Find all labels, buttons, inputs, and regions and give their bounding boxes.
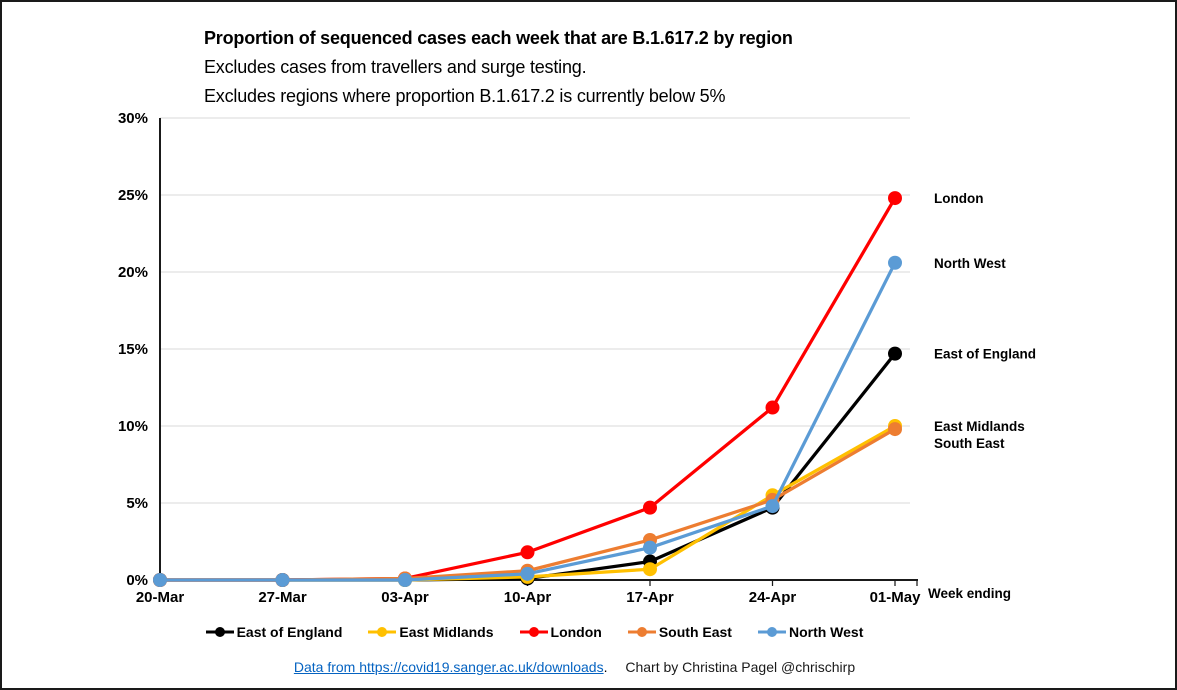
title-block: Proportion of sequenced cases each week … xyxy=(204,24,984,111)
data-point-london-01-may xyxy=(888,191,902,206)
y-tick-label-5: 5% xyxy=(126,495,148,512)
legend-item-south-east: South East xyxy=(627,624,732,640)
chart-title: Proportion of sequenced cases each week … xyxy=(204,28,793,48)
y-tick-label-30: 30% xyxy=(118,110,148,127)
chart-subtitle-1: Excludes cases from travellers and surge… xyxy=(204,57,587,77)
series-end-label-east-of-england: East of England xyxy=(934,347,1036,362)
legend-item-east-of-england: East of England xyxy=(205,624,343,640)
legend-label-london: London xyxy=(550,624,602,640)
data-point-north-west-10-apr xyxy=(520,566,535,581)
y-tick-label-15: 15% xyxy=(118,341,148,358)
legend-item-london: London xyxy=(519,624,602,640)
y-tick-label-0: 0% xyxy=(126,572,148,589)
x-tick-label-03-apr: 03-Apr xyxy=(381,589,429,606)
legend-marker-east-of-england xyxy=(205,627,234,637)
series-end-label-east-midlands: East Midlands xyxy=(934,419,1025,434)
credit-text: Chart by Christina Pagel @chrischirp xyxy=(625,659,856,675)
data-point-north-west-01-may xyxy=(888,255,902,270)
y-tick-label-20: 20% xyxy=(118,264,148,281)
legend-label-east-midlands: East Midlands xyxy=(399,624,494,640)
series-line-london xyxy=(158,196,897,582)
legend-marker-north-west xyxy=(757,627,786,637)
data-point-london-24-apr xyxy=(765,400,780,415)
legend: East of England East Midlands London South … xyxy=(152,624,917,640)
x-tick-label-20-mar: 20-Mar xyxy=(136,589,185,606)
x-tick-label-17-apr: 17-Apr xyxy=(626,589,674,606)
series-end-label-north-west: North West xyxy=(934,256,1006,271)
data-point-north-west-20-mar xyxy=(153,573,167,587)
data-point-east-midlands-17-apr xyxy=(643,562,657,577)
data-point-north-west-27-mar xyxy=(275,573,290,587)
x-tick-label-24-apr: 24-Apr xyxy=(749,589,797,606)
data-point-south-east-01-may xyxy=(888,422,902,437)
data-point-north-west-03-apr xyxy=(398,573,412,587)
data-point-north-west-17-apr xyxy=(643,540,657,555)
x-tick-label-01-may: 01-May xyxy=(870,589,922,606)
legend-marker-south-east xyxy=(627,627,656,637)
x-axis-title: Week ending xyxy=(928,586,1011,601)
chart-subtitle-2: Excludes regions where proportion B.1.61… xyxy=(204,86,726,106)
legend-label-east-of-england: East of England xyxy=(236,624,343,640)
data-point-north-west-24-apr xyxy=(765,499,780,514)
x-tick-label-10-apr: 10-Apr xyxy=(504,589,552,606)
legend-marker-london xyxy=(519,627,548,637)
legend-item-east-midlands: East Midlands xyxy=(368,624,494,640)
y-tick-label-25: 25% xyxy=(118,187,148,204)
x-tick-label-27-mar: 27-Mar xyxy=(258,589,307,606)
data-point-london-10-apr xyxy=(520,545,535,560)
footer-separator: . xyxy=(603,659,608,675)
series-end-label-south-east: South East xyxy=(934,436,1005,451)
legend-label-south-east: South East xyxy=(658,624,732,640)
legend-label-north-west: North West xyxy=(788,624,864,640)
legend-item-north-west: North West xyxy=(757,624,864,640)
series-line-north-west xyxy=(158,261,897,582)
legend-marker-east-midlands xyxy=(368,627,397,637)
series-end-label-london: London xyxy=(934,191,983,206)
data-point-east-of-england-01-may xyxy=(888,346,902,361)
data-point-london-17-apr xyxy=(643,500,657,515)
footer: Data from https://covid19.sanger.ac.uk/d… xyxy=(2,659,1147,675)
source-link[interactable]: Data from https://covid19.sanger.ac.uk/d… xyxy=(293,659,604,675)
y-tick-label-10: 10% xyxy=(118,418,148,435)
